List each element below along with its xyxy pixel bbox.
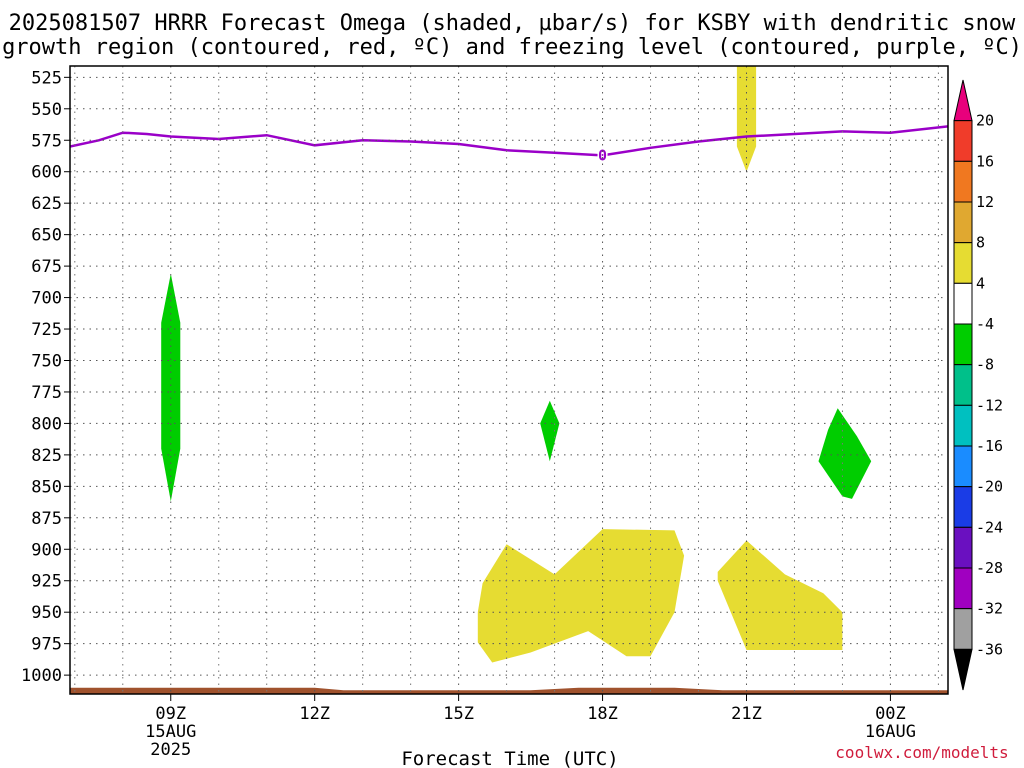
- terrain-surface: [70, 687, 948, 694]
- axes: 525 550 575 600 625 650 675 700 725 750 775 800 825 8…: [21, 65, 949, 760]
- y-tick-label: 925: [31, 572, 62, 592]
- colorbar-tick-label: -28: [976, 559, 1003, 577]
- colorbar-tick-label: -16: [976, 437, 1003, 455]
- region-omega-pos4-c: [717, 540, 843, 650]
- colorbar-tick-label: 20: [976, 112, 994, 130]
- colorbar-segment: [953, 282, 973, 325]
- colorbar-segment: [953, 120, 973, 162]
- colorbar-triangle-bottom: [953, 648, 973, 691]
- chart-title-line-2: growth region (contoured, red, ºC) and f…: [2, 35, 1022, 60]
- y-tick-label: 750: [31, 351, 62, 371]
- plot-content: 0: [70, 66, 948, 694]
- y-tick-label: 600: [31, 163, 62, 183]
- plot-area: 0: [70, 66, 948, 694]
- chart-title-line-1: 2025081507 HRRR Forecast Omega (shaded, …: [9, 11, 1016, 36]
- colorbar-segment: [953, 486, 973, 528]
- y-tick-label: 975: [31, 635, 62, 655]
- colorbar-tick-label: 4: [976, 274, 985, 292]
- colorbar-tick-label: 16: [976, 152, 994, 170]
- y-tick-label: 675: [31, 257, 62, 277]
- colorbar-tick-label: -24: [976, 518, 1003, 536]
- colorbar-segment: [953, 567, 973, 610]
- y-tick-label: 900: [31, 540, 62, 560]
- colorbar-segment: [953, 526, 973, 569]
- region-omega-pos4-a: [736, 66, 757, 172]
- x-tick-label: 12Z: [299, 704, 330, 724]
- freezing-level-label-bg: [597, 147, 608, 164]
- x-tick-date: 16AUG: [865, 722, 916, 742]
- y-tick-label: 950: [31, 603, 62, 623]
- colorbar-segment: [953, 364, 973, 406]
- colorbar-segment: [953, 323, 973, 366]
- region-omega-neg4-c: [818, 408, 872, 499]
- colorbar-tick-label: -4: [976, 315, 994, 333]
- colorbar-tick-label: -8: [976, 356, 994, 374]
- x-tick-label: 00Z: [875, 704, 906, 724]
- colorbar-tick-label: -20: [976, 478, 1003, 496]
- y-tick-label: 650: [31, 226, 62, 246]
- source-credit: coolwx.com/modelts: [835, 743, 1008, 762]
- colorbar-segment: [953, 160, 973, 203]
- y-tick-label: 800: [31, 414, 62, 434]
- x-tick-date: 15AUG: [145, 722, 196, 742]
- colorbar-tick-label: 12: [976, 193, 994, 211]
- y-tick-label: 575: [31, 131, 62, 151]
- colorbar-tick-label: -12: [976, 396, 1003, 414]
- colorbar: 20 16 12 8 4 -4 -8 -12 -16 -20 -24 -28 -32 -36: [953, 79, 1003, 691]
- x-tick-year: 2025: [150, 740, 191, 760]
- y-tick-label: 825: [31, 446, 62, 466]
- colorbar-tick-label: 8: [976, 234, 985, 252]
- x-axis-label: Forecast Time (UTC): [401, 748, 618, 768]
- colorbar-segment: [953, 445, 973, 488]
- x-tick-label: 18Z: [587, 704, 618, 724]
- colorbar-segment: [953, 608, 973, 650]
- region-omega-pos4-b: [477, 529, 685, 663]
- region-omega-neg4-b: [540, 400, 560, 462]
- colorbar-tick-label: -36: [976, 640, 1003, 658]
- y-tick-label: 775: [31, 383, 62, 403]
- y-tick-label: 625: [31, 194, 62, 214]
- y-tick-label: 525: [31, 68, 62, 88]
- y-tick-label: 700: [31, 289, 62, 309]
- y-tick-label: 550: [31, 100, 62, 120]
- y-tick-label: 850: [31, 477, 62, 497]
- x-tick-label: 21Z: [731, 704, 762, 724]
- x-tick-label: 15Z: [443, 704, 474, 724]
- x-tick-label: 09Z: [155, 704, 186, 724]
- region-omega-neg4-a: [161, 273, 181, 502]
- freezing-level-label: 0: [598, 146, 607, 164]
- colorbar-segment: [953, 404, 973, 447]
- y-tick-label: 1000: [21, 666, 62, 686]
- plot-frame: [69, 65, 949, 695]
- colorbar-tick-label: -32: [976, 600, 1003, 618]
- colorbar-segment: [953, 242, 973, 284]
- y-tick-label: 725: [31, 320, 62, 340]
- colorbar-segment: [953, 201, 973, 244]
- grid-lines: [70, 66, 948, 694]
- colorbar-triangle-top: [953, 79, 973, 122]
- freezing-level-line: [70, 125, 948, 157]
- y-tick-label: 875: [31, 509, 62, 529]
